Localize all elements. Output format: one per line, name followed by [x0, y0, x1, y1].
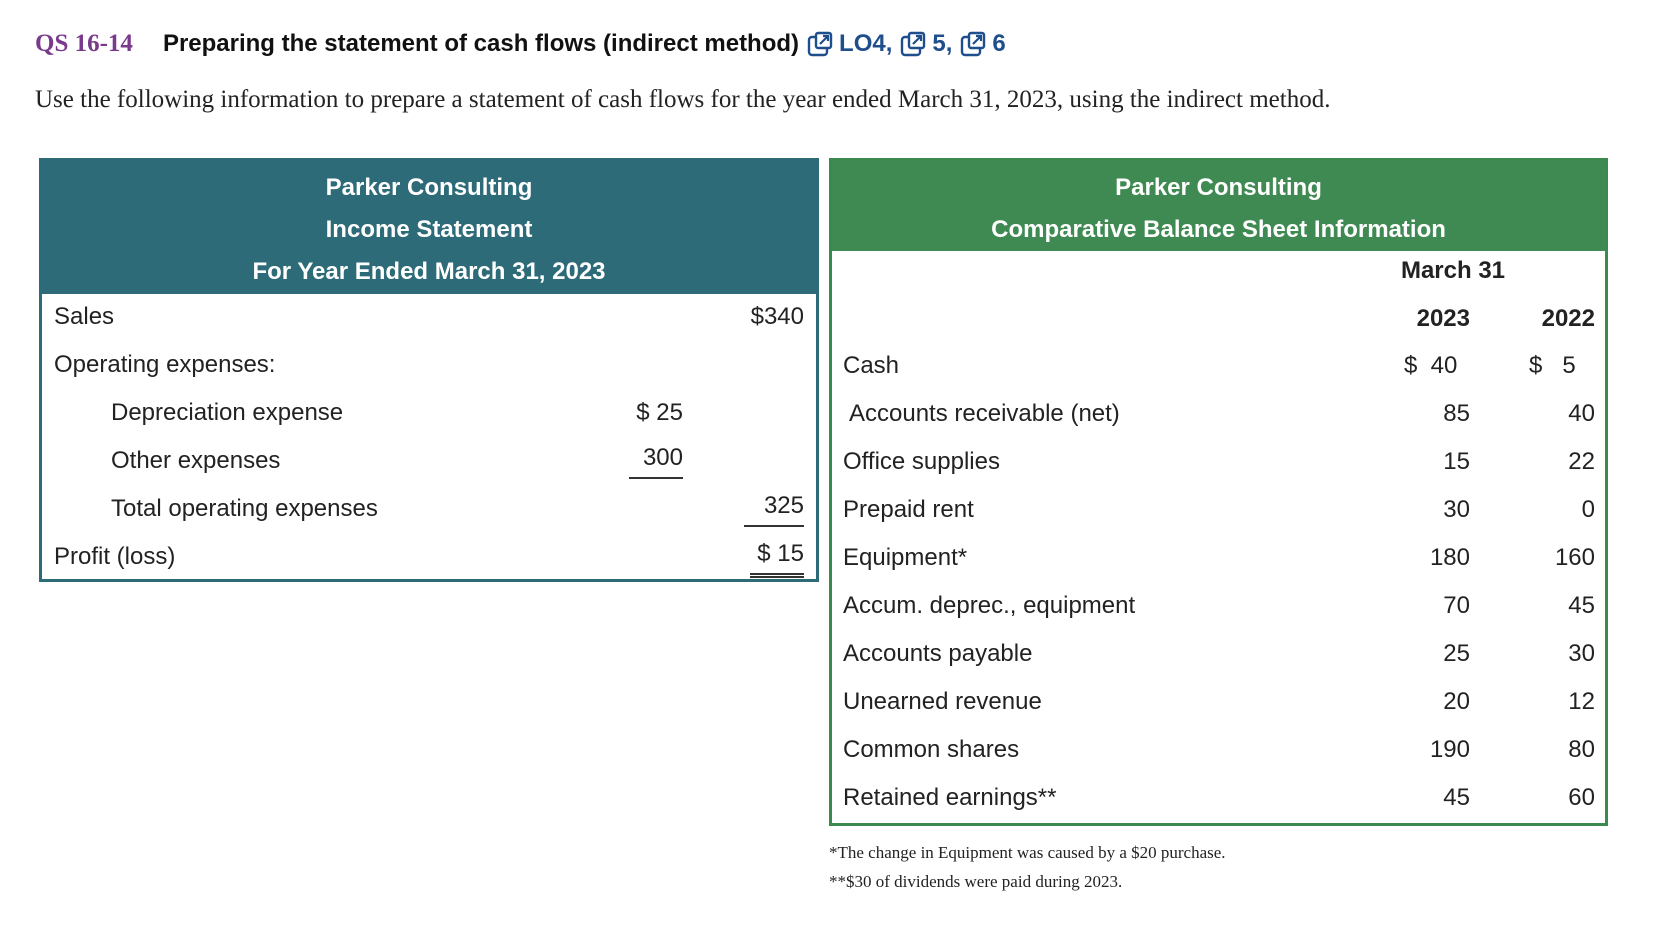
balance-sheet-table: Parker Consulting Comparative Balance Sh…: [829, 158, 1608, 826]
table-row: Total operating expenses 325: [42, 489, 816, 529]
table-row: Office supplies 15 22: [832, 442, 1605, 482]
lo-link-label: 5,: [932, 30, 953, 57]
table-row: Other expenses 300: [42, 441, 816, 481]
question-title: Preparing the statement of cash flows (i…: [162, 30, 800, 57]
instructions-text: Use the following information to prepare…: [35, 86, 1331, 113]
row-label: Sales: [54, 303, 115, 330]
amount-2023: 25: [1443, 640, 1470, 667]
table-row: Prepaid rent 30 0: [832, 490, 1605, 530]
row-label: Profit (loss): [54, 543, 176, 570]
table-row: Depreciation expense $ 25: [42, 393, 816, 433]
row-label: Prepaid rent: [843, 496, 974, 523]
company-name: Parker Consulting: [1115, 174, 1322, 201]
row-label: Depreciation expense: [111, 399, 344, 426]
inner-amount: 300: [629, 441, 683, 479]
row-label: Retained earnings**: [843, 784, 1057, 811]
year-column-header: 2022: [1541, 305, 1595, 332]
row-label: Accounts receivable (net): [849, 400, 1120, 427]
row-label: Accum. deprec., equipment: [843, 592, 1136, 619]
footnote-dividends: **$30 of dividends were paid during 2023…: [829, 872, 1123, 891]
amount-2022: 30: [1568, 640, 1595, 667]
outer-amount: $340: [750, 303, 804, 330]
date-column-header: March 31: [1400, 257, 1506, 284]
amount-2023: 180: [1429, 544, 1470, 571]
balance-sheet-header: Parker Consulting Comparative Balance Sh…: [832, 161, 1605, 251]
amount-2022: 40: [1568, 400, 1595, 427]
statement-title: Income Statement: [325, 216, 533, 243]
row-label: Total operating expenses: [111, 495, 378, 522]
footnote-equipment: *The change in Equipment was caused by a…: [829, 843, 1226, 862]
row-label: Accounts payable: [843, 640, 1033, 667]
question-number: QS 16-14: [35, 30, 133, 57]
amount-2023: $ 40: [1404, 352, 1458, 379]
inner-amount: $ 25: [636, 399, 683, 426]
lo-link-label: LO4,: [839, 30, 893, 57]
year-column-header: 2023: [1416, 305, 1470, 332]
amount-2022: 12: [1568, 688, 1595, 715]
amount-2023: 30: [1443, 496, 1470, 523]
amount-2022: 22: [1568, 448, 1595, 475]
statement-title: Comparative Balance Sheet Information: [991, 216, 1446, 243]
amount-2023: 20: [1443, 688, 1470, 715]
lo-link-4[interactable]: LO4,: [799, 30, 892, 58]
table-row: Profit (loss) $ 15: [42, 537, 816, 578]
table-row: Equipment* 180 160: [832, 538, 1605, 578]
external-link-icon: [900, 31, 926, 57]
lo-link-6[interactable]: 6: [952, 30, 1006, 58]
lo-link-5[interactable]: 5,: [892, 30, 952, 58]
amount-2023: 85: [1443, 400, 1470, 427]
table-row: Common shares 190 80: [832, 730, 1605, 770]
row-label: Office supplies: [843, 448, 1000, 475]
external-link-icon: [960, 31, 986, 57]
amount-2023: 45: [1443, 784, 1470, 811]
row-label: Common shares: [843, 736, 1020, 763]
table-row: Accounts payable 25 30: [832, 634, 1605, 674]
outer-amount: $ 15: [750, 537, 804, 578]
row-label: Other expenses: [111, 447, 281, 474]
amount-2022: $ 5: [1529, 352, 1576, 379]
table-row: Operating expenses:: [42, 345, 816, 385]
statement-period: For Year Ended March 31, 2023: [252, 258, 606, 285]
amount-2023: 70: [1443, 592, 1470, 619]
row-label: Equipment*: [843, 544, 968, 571]
amount-2022: 0: [1581, 496, 1595, 523]
table-row: Cash $ 40 $ 5: [832, 346, 1605, 386]
row-label: Operating expenses:: [54, 351, 276, 378]
table-row: Accum. deprec., equipment 70 45: [832, 586, 1605, 626]
row-label: Cash: [843, 352, 900, 379]
amount-2022: 160: [1554, 544, 1595, 571]
amount-2022: 80: [1568, 736, 1595, 763]
external-link-icon: [807, 31, 833, 57]
amount-2023: 15: [1443, 448, 1470, 475]
income-statement-table: Parker Consulting Income Statement For Y…: [39, 158, 819, 582]
table-row: Unearned revenue 20 12: [832, 682, 1605, 722]
table-row: Accounts receivable (net) 85 40: [832, 394, 1605, 434]
table-row: Sales $340: [42, 297, 816, 337]
table-row: Retained earnings** 45 60: [832, 778, 1605, 818]
lo-link-label: 6: [992, 30, 1006, 57]
amount-2023: 190: [1429, 736, 1470, 763]
amount-2022: 45: [1568, 592, 1595, 619]
question-heading: QS 16-14 Preparing the statement of cash…: [35, 26, 1006, 62]
outer-amount: 325: [744, 489, 804, 527]
amount-2022: 60: [1568, 784, 1595, 811]
income-statement-header: Parker Consulting Income Statement For Y…: [42, 161, 816, 294]
row-label: Unearned revenue: [843, 688, 1042, 715]
company-name: Parker Consulting: [325, 174, 533, 201]
